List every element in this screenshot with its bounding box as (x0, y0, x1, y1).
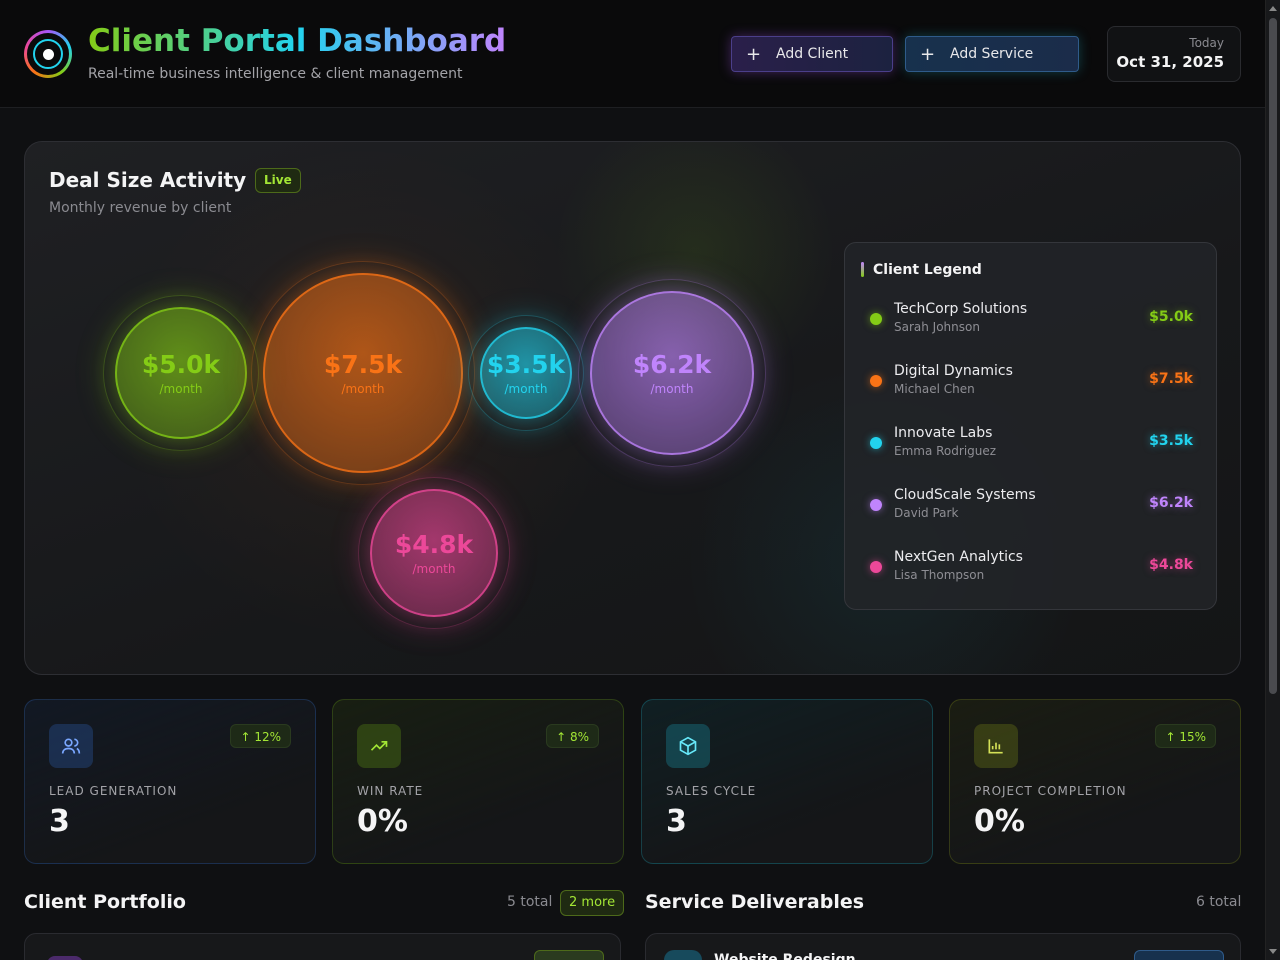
orbit-logo-icon (24, 30, 72, 78)
page-subtitle: Real-time business intelligence & client… (88, 66, 463, 82)
legend-value: $6.2k (1149, 495, 1193, 511)
scroll-down-icon[interactable] (1269, 949, 1277, 954)
live-badge: Live (255, 168, 301, 193)
activity-subtitle: Monthly revenue by client (49, 200, 232, 216)
stat-card[interactable]: ↑ 12% LEAD GENERATION 3 (24, 699, 316, 864)
client-portfolio-title: Client Portfolio (24, 891, 186, 913)
service-deliverables-panel: Website Redesign (645, 933, 1241, 960)
scroll-up-icon[interactable] (1269, 6, 1277, 11)
legend-item[interactable]: Innovate Labs Emma Rodriguez $3.5k (845, 425, 1218, 465)
client-legend: Client Legend TechCorp Solutions Sarah J… (844, 242, 1217, 610)
add-client-button[interactable]: + Add Client (731, 36, 893, 72)
legend-item[interactable]: TechCorp Solutions Sarah Johnson $5.0k (845, 301, 1218, 341)
legend-contact-name: Sarah Johnson (894, 320, 980, 334)
users-icon (49, 724, 93, 768)
stat-card[interactable]: SALES CYCLE 3 (641, 699, 933, 864)
legend-accent-bar (861, 262, 864, 277)
plus-icon: + (920, 43, 936, 65)
plus-icon: + (746, 43, 762, 65)
stat-label: WIN RATE (357, 784, 424, 798)
stat-value: 0% (357, 804, 408, 839)
legend-value: $5.0k (1149, 309, 1193, 325)
stat-value: 3 (666, 804, 687, 839)
legend-contact-name: Lisa Thompson (894, 568, 985, 582)
deal-bubble[interactable]: $6.2k/month (590, 291, 754, 455)
stat-value: 3 (49, 804, 70, 839)
activity-title: Deal Size Activity (49, 168, 247, 192)
bar-chart-icon (974, 724, 1018, 768)
legend-value: $3.5k (1149, 433, 1193, 449)
client-portfolio-panel (24, 933, 621, 960)
client-portfolio-count: 5 total (507, 894, 553, 910)
legend-item[interactable]: Digital Dynamics Michael Chen $7.5k (845, 363, 1218, 403)
add-service-label: Add Service (950, 46, 1034, 62)
add-client-label: Add Client (776, 46, 849, 62)
bubble-period: /month (159, 382, 203, 396)
bubble-amount: $7.5k (323, 350, 403, 379)
package-icon (666, 724, 710, 768)
date-display: Today Oct 31, 2025 (1107, 26, 1241, 82)
stat-label: SALES CYCLE (666, 784, 757, 798)
legend-contact-name: David Park (894, 506, 959, 520)
page-title: Client Portal Dashboard (88, 23, 507, 59)
deal-size-activity-card: Deal Size Activity Live Monthly revenue … (24, 141, 1241, 675)
legend-client-name: Digital Dynamics (894, 363, 1013, 379)
legend-contact-name: Michael Chen (894, 382, 975, 396)
service-name: Website Redesign (714, 952, 856, 960)
trend-badge: ↑ 8% (546, 724, 599, 748)
deal-bubble[interactable]: $4.8k/month (370, 489, 498, 617)
bubble-amount: $6.2k (632, 350, 712, 379)
date-value: Oct 31, 2025 (1116, 53, 1224, 71)
bubble-amount: $5.0k (141, 350, 221, 379)
legend-dot (870, 313, 882, 325)
bubble-halo (358, 477, 510, 629)
legend-value: $4.8k (1149, 557, 1193, 573)
scrollbar-thumb[interactable] (1269, 18, 1277, 694)
legend-dot (870, 499, 882, 511)
bubble-amount: $4.8k (394, 530, 474, 559)
trending-up-icon (357, 724, 401, 768)
app-header: Client Portal Dashboard Real-time busine… (0, 0, 1265, 108)
status-badge (534, 950, 604, 960)
legend-dot (870, 437, 882, 449)
legend-title: Client Legend (873, 262, 982, 278)
legend-value: $7.5k (1149, 371, 1193, 387)
deal-bubble[interactable]: $5.0k/month (115, 307, 247, 439)
bubble-period: /month (650, 382, 694, 396)
legend-client-name: CloudScale Systems (894, 487, 1036, 503)
legend-client-name: NextGen Analytics (894, 549, 1023, 565)
service-icon (664, 950, 702, 960)
trend-badge: ↑ 12% (230, 724, 291, 748)
stat-value: 0% (974, 804, 1025, 839)
bubble-period: /month (412, 562, 456, 576)
deal-bubble[interactable]: $3.5k/month (480, 327, 572, 419)
trend-badge: ↑ 15% (1155, 724, 1216, 748)
legend-client-name: Innovate Labs (894, 425, 993, 441)
service-deliverables-count: 6 total (1196, 894, 1242, 910)
stat-card[interactable]: ↑ 8% WIN RATE 0% (332, 699, 624, 864)
page-scrollbar[interactable] (1265, 0, 1280, 960)
date-label: Today (1189, 36, 1224, 50)
stat-label: PROJECT COMPLETION (974, 784, 1127, 798)
legend-contact-name: Emma Rodriguez (894, 444, 997, 458)
legend-client-name: TechCorp Solutions (894, 301, 1028, 317)
bubble-period: /month (504, 382, 548, 396)
client-avatar (47, 956, 83, 960)
service-status-badge (1134, 950, 1224, 960)
more-badge[interactable]: 2 more (560, 890, 625, 916)
legend-item[interactable]: CloudScale Systems David Park $6.2k (845, 487, 1218, 527)
stat-label: LEAD GENERATION (49, 784, 178, 798)
legend-dot (870, 561, 882, 573)
legend-dot (870, 375, 882, 387)
bubble-period: /month (341, 382, 385, 396)
bubble-amount: $3.5k (486, 350, 566, 379)
stat-card[interactable]: ↑ 15% PROJECT COMPLETION 0% (949, 699, 1241, 864)
bubble-halo (578, 279, 766, 467)
deal-bubble[interactable]: $7.5k/month (263, 273, 463, 473)
legend-item[interactable]: NextGen Analytics Lisa Thompson $4.8k (845, 549, 1218, 589)
service-deliverables-title: Service Deliverables (645, 891, 865, 913)
add-service-button[interactable]: + Add Service (905, 36, 1079, 72)
